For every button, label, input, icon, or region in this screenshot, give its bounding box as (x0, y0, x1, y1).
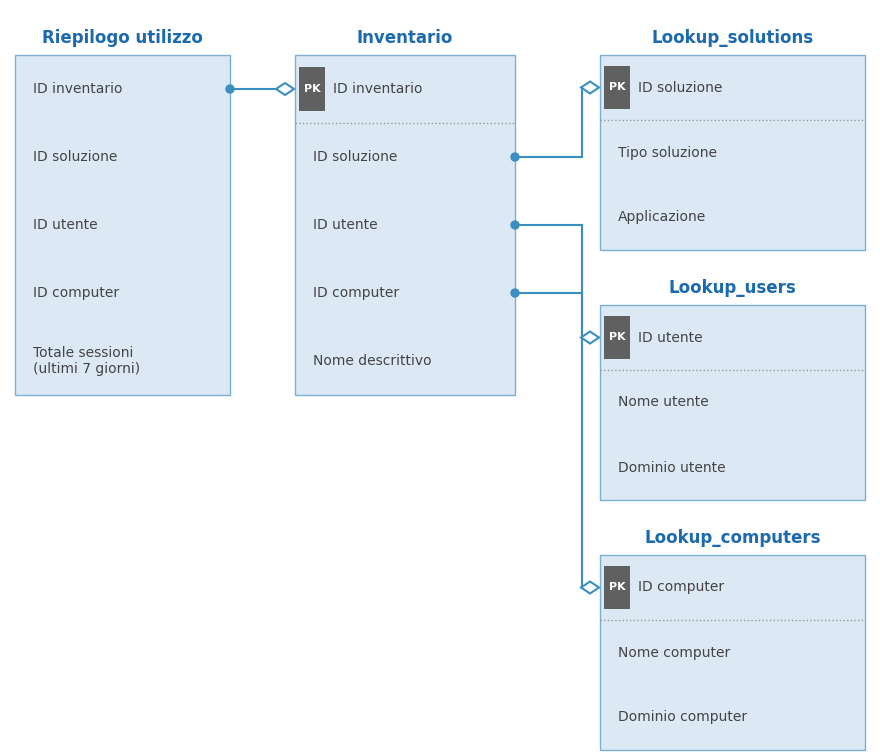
Bar (604, 66, 630, 108)
Bar (604, 317, 630, 359)
Circle shape (511, 221, 519, 229)
Text: Dominio computer: Dominio computer (618, 711, 747, 724)
Text: Lookup_users: Lookup_users (669, 279, 796, 297)
Text: PK: PK (609, 583, 626, 593)
Bar (600, 305, 865, 500)
Text: Nome utente: Nome utente (618, 396, 708, 410)
Bar (600, 55, 865, 250)
Text: ID inventario: ID inventario (333, 82, 422, 96)
Text: Riepilogo utilizzo: Riepilogo utilizzo (42, 29, 203, 47)
Text: ID utente: ID utente (638, 330, 702, 344)
Text: ID computer: ID computer (638, 581, 724, 595)
Text: PK: PK (609, 332, 626, 342)
Text: ID inventario: ID inventario (33, 82, 122, 96)
Text: Nome descrittivo: Nome descrittivo (313, 354, 431, 368)
Bar (15, 55, 230, 395)
Text: ID soluzione: ID soluzione (313, 150, 398, 164)
Text: ID computer: ID computer (313, 286, 400, 300)
Circle shape (511, 153, 519, 161)
Text: Lookup_solutions: Lookup_solutions (651, 29, 814, 47)
Text: Applicazione: Applicazione (618, 211, 707, 225)
Bar (299, 67, 325, 111)
Circle shape (511, 289, 519, 297)
Text: ID computer: ID computer (33, 286, 119, 300)
Text: ID utente: ID utente (313, 218, 378, 232)
Bar (600, 555, 865, 750)
Text: PK: PK (304, 84, 320, 94)
Text: Lookup_computers: Lookup_computers (644, 529, 821, 547)
Text: Inventario: Inventario (356, 29, 453, 47)
Text: Nome computer: Nome computer (618, 645, 730, 660)
Text: ID utente: ID utente (33, 218, 98, 232)
Text: Totale sessioni
(ultimi 7 giorni): Totale sessioni (ultimi 7 giorni) (33, 346, 140, 376)
Bar (604, 566, 630, 608)
Bar (295, 55, 515, 395)
Text: Dominio utente: Dominio utente (618, 460, 726, 475)
Text: Tipo soluzione: Tipo soluzione (618, 145, 717, 159)
Text: PK: PK (609, 83, 626, 92)
Text: ID soluzione: ID soluzione (638, 80, 722, 95)
Circle shape (226, 85, 234, 93)
Text: ID soluzione: ID soluzione (33, 150, 117, 164)
